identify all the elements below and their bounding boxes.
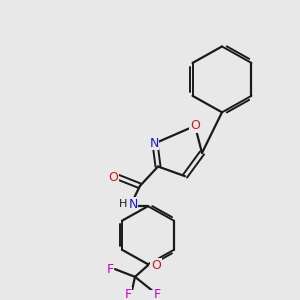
Text: N: N	[128, 198, 138, 211]
Text: N: N	[149, 137, 159, 150]
Text: F: F	[153, 288, 161, 300]
Text: O: O	[151, 259, 161, 272]
Text: O: O	[108, 171, 118, 184]
Text: F: F	[106, 262, 114, 276]
Text: H: H	[119, 199, 127, 209]
Text: O: O	[190, 119, 200, 132]
Text: F: F	[124, 288, 132, 300]
